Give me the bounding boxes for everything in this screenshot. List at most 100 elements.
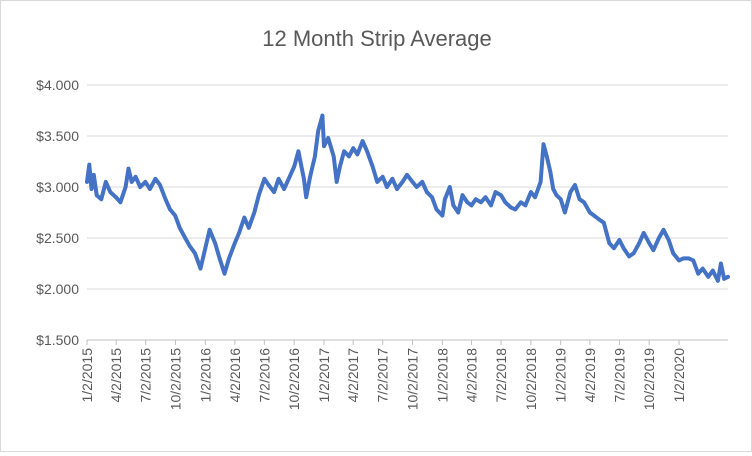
data-point <box>499 193 503 197</box>
data-point <box>641 231 646 235</box>
data-point <box>292 164 297 169</box>
data-point <box>551 187 555 191</box>
data-point <box>493 190 498 194</box>
data-point <box>217 256 222 261</box>
x-tick-label: 1/2/2019 <box>553 348 569 403</box>
data-point <box>420 180 425 184</box>
x-tick-label: 7/2/2015 <box>138 348 154 403</box>
data-point <box>355 152 360 157</box>
y-tick-label: $2.000 <box>36 281 79 297</box>
data-point <box>541 142 546 146</box>
data-point <box>700 266 705 271</box>
data-point <box>588 210 592 215</box>
data-point <box>143 180 148 184</box>
data-point <box>138 185 142 189</box>
data-point <box>342 149 346 154</box>
data-point <box>99 197 104 201</box>
data-point <box>548 169 553 174</box>
x-tick-label: 1/2/2017 <box>316 348 332 403</box>
data-point <box>365 149 369 154</box>
data-point <box>237 231 241 235</box>
data-point <box>227 256 231 261</box>
data-point <box>87 162 92 167</box>
data-point <box>696 271 700 276</box>
data-point <box>661 228 666 232</box>
data-point <box>716 279 720 283</box>
data-point <box>177 226 182 230</box>
x-tick-label: 4/2/2016 <box>227 348 243 403</box>
data-point <box>320 113 325 118</box>
y-tick-label: $3.500 <box>36 128 79 144</box>
data-point <box>92 173 96 177</box>
y-tick-label: $4.000 <box>36 77 79 93</box>
data-point <box>252 210 257 215</box>
data-point <box>222 271 227 276</box>
data-point <box>126 166 131 171</box>
data-point <box>513 207 518 212</box>
data-point <box>597 217 602 222</box>
data-point <box>385 185 389 189</box>
data-point <box>380 175 385 179</box>
data-point <box>582 200 586 205</box>
data-point <box>451 203 456 208</box>
data-point <box>108 190 113 194</box>
data-point <box>233 241 237 245</box>
x-tick-label: 1/2/2016 <box>197 348 213 403</box>
data-point <box>188 244 192 248</box>
x-tick-label: 10/2/2015 <box>168 348 184 410</box>
data-point <box>687 256 691 261</box>
data-point <box>242 215 247 220</box>
data-point <box>400 180 405 184</box>
y-tick-label: $3.000 <box>36 179 79 195</box>
data-point <box>334 180 339 184</box>
data-point <box>722 277 726 281</box>
x-tick-label: 1/2/2020 <box>671 348 687 403</box>
data-point <box>370 164 375 169</box>
data-point <box>554 193 559 197</box>
data-point <box>266 183 271 187</box>
data-point <box>657 236 661 240</box>
data-point <box>94 193 99 197</box>
data-point <box>573 183 577 187</box>
data-point <box>123 185 128 189</box>
data-point <box>627 254 631 259</box>
data-point <box>313 154 317 159</box>
data-point <box>395 187 399 191</box>
data-point <box>118 200 123 205</box>
gridlines <box>87 84 728 290</box>
data-point <box>213 241 217 245</box>
data-point <box>89 187 94 191</box>
data-point <box>563 210 567 215</box>
data-point <box>460 193 465 197</box>
data-point <box>719 261 723 266</box>
data-point <box>360 139 365 143</box>
data-point <box>158 183 162 187</box>
data-point <box>483 195 488 199</box>
y-axis-tick-labels: $1.500 $2.000 $2.500 $3.000 $3.500 $4.000 <box>36 77 79 348</box>
y-tick-label: $2.500 <box>36 230 79 246</box>
data-point <box>592 213 596 218</box>
data-point <box>568 190 573 194</box>
data-point <box>351 146 356 150</box>
x-tick-label: 10/2/2017 <box>405 348 421 410</box>
data-point <box>602 220 606 225</box>
x-tick-label: 10/2/2018 <box>523 348 539 410</box>
data-point <box>193 251 197 256</box>
data-point <box>448 185 452 189</box>
data-point <box>133 175 138 179</box>
data-point <box>479 200 483 205</box>
data-point <box>681 256 686 261</box>
data-point <box>529 190 533 194</box>
data-point <box>338 164 342 169</box>
data-point <box>503 200 508 205</box>
x-tick-label: 10/2/2016 <box>286 348 302 410</box>
data-point <box>322 144 326 148</box>
x-tick-label: 4/2/2018 <box>464 348 480 403</box>
data-point <box>691 258 696 263</box>
data-point <box>304 195 309 199</box>
data-point <box>286 177 291 181</box>
data-point <box>410 180 415 184</box>
data-point <box>465 200 470 205</box>
data-point <box>711 268 715 273</box>
